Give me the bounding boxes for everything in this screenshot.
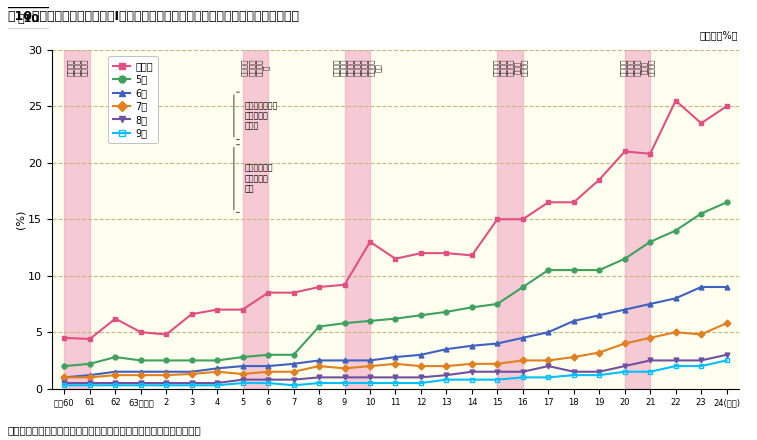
Text: 図10　行政職俸給表（一）のⅠ種試験等採用者における級別にみた女性の割合の推移: 図10 行政職俸給表（一）のⅠ種試験等採用者における級別にみた女性の割合の推移: [8, 10, 300, 23]
Y-axis label: (%): (%): [15, 209, 25, 229]
Text: 男女雇用
機会均等
法　施行: 男女雇用 機会均等 法 施行: [67, 59, 88, 76]
Bar: [497, 50, 523, 389]
Text: 男女共同
参画基本
計画（第
３次）
閣議決定: 男女共同 参画基本 計画（第 ３次） 閣議決定: [620, 59, 655, 76]
Text: 本省課室長・
地方機関の
長級: 本省課室長・ 地方機関の 長級: [245, 164, 273, 194]
Text: 男女共同
参画推進
本部　設
置: 男女共同 参画推進 本部 設 置: [241, 59, 269, 76]
Legend: 採用者, 5級, 6級, 7級, 8級, 9級: 採用者, 5級, 6級, 7級, 8級, 9級: [108, 56, 157, 143]
Text: 男女共同
参画基本
計画（第
２次）
閣議決定: 男女共同 参画基本 計画（第 ２次） 閣議決定: [493, 59, 528, 76]
Text: 本省課長補佐・
地方機関の
課長級: 本省課長補佐・ 地方機関の 課長級: [245, 101, 278, 131]
FancyBboxPatch shape: [5, 7, 51, 29]
Text: 図10: 図10: [17, 13, 39, 23]
Bar: [243, 50, 268, 389]
Bar: [625, 50, 650, 389]
Text: 改正男女
雇用機会
均等法、
男女共同
参画社会
基本法　
施行: 改正男女 雇用機会 均等法、 男女共同 参画社会 基本法 施行: [332, 59, 382, 76]
Text: （単位：%）: （単位：%）: [699, 30, 738, 40]
Bar: [64, 50, 90, 389]
Bar: [344, 50, 370, 389]
Text: （注）人事院「一般職の国家公務員の任用状況調査報告」より作成。: （注）人事院「一般職の国家公務員の任用状況調査報告」より作成。: [8, 425, 201, 435]
